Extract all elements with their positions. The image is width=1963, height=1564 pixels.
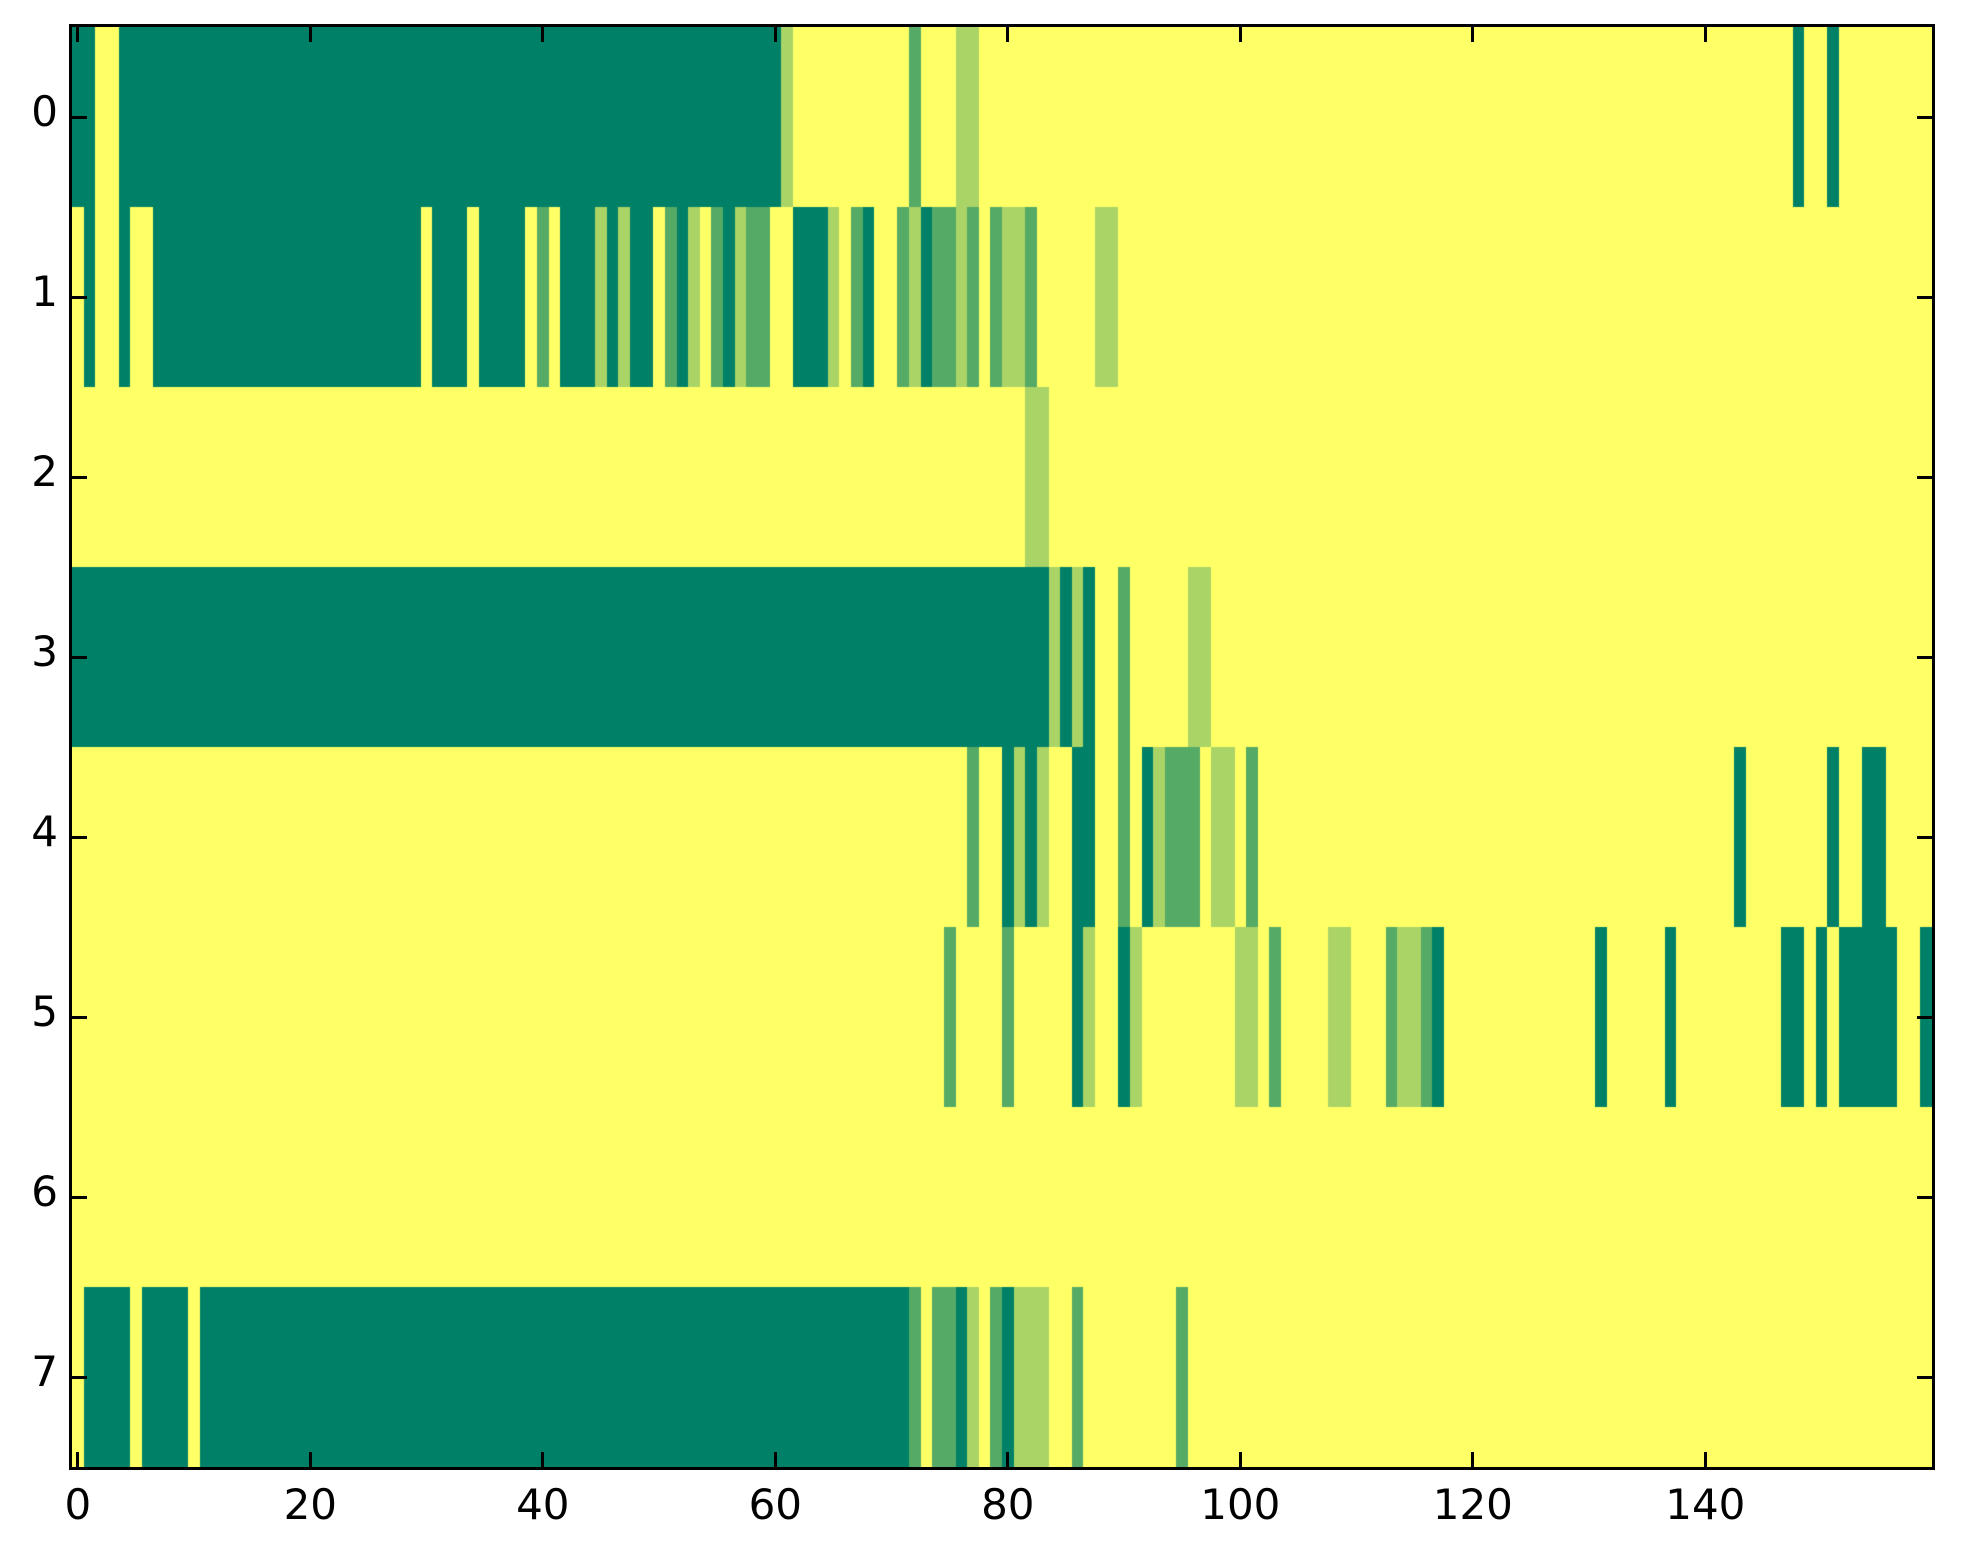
x-axis-top-tick <box>1471 27 1475 42</box>
y-axis-tick <box>72 295 87 299</box>
x-axis-tick <box>773 1452 777 1467</box>
x-tick-label: 40 <box>516 1480 570 1529</box>
y-tick-label: 7 <box>31 1347 58 1396</box>
x-tick-label: 20 <box>283 1480 338 1529</box>
y-axis-tick <box>72 1015 87 1019</box>
y-tick-label: 1 <box>31 267 58 316</box>
y-axis-right-tick <box>1917 475 1932 479</box>
x-axis-tick <box>1238 1452 1242 1467</box>
y-axis-right-tick <box>1917 295 1932 299</box>
x-axis-tick <box>1471 1452 1475 1467</box>
y-axis-tick <box>72 115 87 119</box>
x-axis-top-tick <box>1703 27 1707 42</box>
heatmap-canvas <box>72 27 1932 1467</box>
x-axis-tick <box>1703 1452 1707 1467</box>
y-tick-label: 0 <box>31 87 58 136</box>
x-axis-top-tick <box>308 27 312 42</box>
y-axis-tick <box>72 475 87 479</box>
x-axis-top-tick <box>1006 27 1010 42</box>
x-axis-tick <box>541 1452 545 1467</box>
x-tick-label: 100 <box>1200 1480 1281 1529</box>
y-tick-label: 3 <box>31 627 58 676</box>
x-axis-tick <box>76 1452 80 1467</box>
x-tick-label: 140 <box>1665 1480 1746 1529</box>
x-tick-label: 120 <box>1432 1480 1513 1529</box>
y-tick-label: 4 <box>31 807 58 856</box>
x-tick-label: 80 <box>981 1480 1035 1529</box>
x-axis-top-tick <box>76 27 80 42</box>
y-axis-tick <box>72 1195 87 1199</box>
y-axis-right-tick <box>1917 835 1932 839</box>
y-axis-tick <box>72 655 87 659</box>
y-axis-right-tick <box>1917 1195 1932 1199</box>
y-axis-right-tick <box>1917 655 1932 659</box>
x-axis-tick <box>1006 1452 1010 1467</box>
x-tick-label: 0 <box>64 1480 92 1529</box>
x-tick-label: 60 <box>748 1480 803 1529</box>
y-tick-label: 6 <box>31 1167 58 1216</box>
plot-area <box>69 24 1935 1470</box>
y-tick-label: 2 <box>31 447 58 496</box>
y-axis-right-tick <box>1917 1015 1932 1019</box>
y-axis-right-tick <box>1917 115 1932 119</box>
x-axis-top-tick <box>773 27 777 42</box>
x-axis-tick <box>308 1452 312 1467</box>
y-axis-tick <box>72 835 87 839</box>
y-axis-tick <box>72 1375 87 1379</box>
x-axis-top-tick <box>541 27 545 42</box>
y-tick-label: 5 <box>31 987 58 1036</box>
y-axis-right-tick <box>1917 1375 1932 1379</box>
x-axis-top-tick <box>1238 27 1242 42</box>
